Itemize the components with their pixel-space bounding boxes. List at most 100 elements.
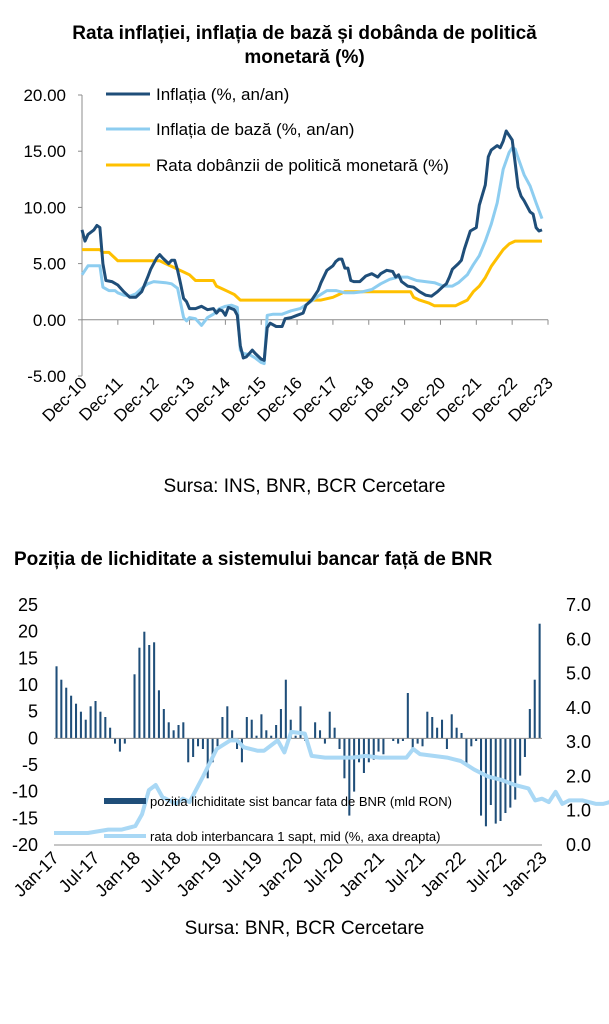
liquidity-bar [372,738,375,760]
liquidity-bar [426,711,429,739]
liquidity-bar [460,733,463,739]
liquidity-bar [148,645,151,739]
liquidity-bar [55,666,58,739]
liquidity-bar [216,738,219,747]
legend-label-rate: rata dob interbancara 1 sapt, mid (%, ax… [150,829,441,844]
y-left-tick-label: -10 [12,782,38,802]
liquidity-bar [455,727,458,739]
y-left-tick-label: -5 [22,755,38,775]
liquidity-bar [240,738,243,763]
chart1-title: Rata inflației, inflația de bază și dobâ… [0,22,609,70]
x-tick-label: Jan-23 [498,848,551,901]
liquidity-bar [519,738,522,776]
liquidity-bar [177,725,180,739]
liquidity-bar [401,738,404,741]
policy-rate-series-line [82,239,542,308]
inflation-series-line [80,129,543,362]
liquidity-bar [397,738,400,744]
y-left-tick-label: 25 [18,595,38,615]
liquidity-bar [279,709,282,739]
liquidity-bar [133,674,136,739]
liquidity-bar [255,735,258,739]
liquidity-bar [65,687,68,739]
liquidity-bar [416,738,419,744]
liquidity-bar [123,738,126,744]
liquidity-bar [436,727,439,739]
liquidity-bar [450,714,453,739]
liquidity-bar [265,730,268,739]
liquidity-bar [411,738,414,749]
y-tick-label: 5.00 [33,255,66,274]
core-inflation-series-line [80,146,544,366]
liquidity-bar [226,706,229,739]
x-tick-label: Jan-22 [416,848,469,901]
liquidity-bar [245,717,248,739]
y-left-tick-label: -20 [12,835,38,855]
liquidity-bar [338,738,341,749]
liquidity-bar [206,738,209,779]
liquidity-bar [323,738,326,744]
x-tick-label: Jan-21 [335,848,388,901]
liquidity-bar [250,719,253,739]
liquidity-bar [489,738,492,805]
y-left-tick-label: 10 [18,675,38,695]
y-right-tick-label: 1.0 [566,801,591,821]
liquidity-bar [221,717,224,739]
liquidity-bar [94,701,97,739]
liquidity-bar [528,709,531,739]
liquidity-bar [441,719,444,739]
liquidity-bar [118,738,121,752]
chart2-source: Sursa: BNR, BCR Cercetare [184,918,425,939]
liquidity-bar [99,711,102,739]
liquidity-bar [494,738,497,824]
liquidity-bar [114,738,117,744]
y-right-tick-label: 4.0 [566,698,591,718]
y-tick-label: 15.00 [23,142,66,161]
liquidity-bar [538,623,541,739]
liquidity-bar [465,738,468,765]
y-right-tick-label: 0.0 [566,835,591,855]
y-tick-label: 10.00 [23,198,66,217]
liquidity-bar [172,730,175,739]
liquidity-bar [143,631,146,739]
y-left-tick-label: 20 [18,622,38,642]
liquidity-bar [431,717,434,739]
y-left-tick-label: 0 [28,728,38,748]
liquidity-bar [231,730,234,739]
liquidity-bar [60,679,63,739]
liquidity-bar [353,738,356,792]
liquidity-bar [533,679,536,739]
liquidity-bar [104,717,107,739]
liquidity-bar [270,735,273,739]
liquidity-bar [382,738,385,755]
liquidity-bar [197,738,200,747]
y-right-tick-label: 7.0 [566,595,591,615]
y-left-tick-label: -15 [12,808,38,828]
liquidity-bar [84,719,87,739]
liquidity-bar [182,722,185,739]
chart1-title-line1: Rata inflației, inflația de bază și dobâ… [72,23,537,44]
x-tick-label: Jan-17 [10,848,63,901]
liquidity-bar [445,738,448,749]
x-tick-label: Jan-19 [172,848,225,901]
liquidity-bar [201,738,204,749]
liquidity-bar [504,738,507,813]
liquidity-bar [367,738,370,763]
x-tick-label: Jan-18 [91,848,144,901]
liquidity-bar [153,642,156,739]
liquidity-bar [109,727,112,739]
liquidity-bar [167,722,170,739]
liquidity-bar [236,738,239,749]
liquidity-bar [509,738,512,808]
liquidity-bar [475,738,478,741]
liquidity-bar [470,738,473,747]
liquidity-bar [187,738,190,763]
legend-label: Inflația de bază (%, an/an) [156,120,354,139]
liquidity-bar [348,738,351,816]
x-tick-label: Jan-20 [254,848,307,901]
legend-label: Rata dobânzii de politică monetară (%) [156,156,449,175]
y-left-tick-label: 15 [18,648,38,668]
liquidity-bar [138,647,141,739]
liquidity-bar [289,719,292,739]
liquidity-bar [319,730,322,739]
